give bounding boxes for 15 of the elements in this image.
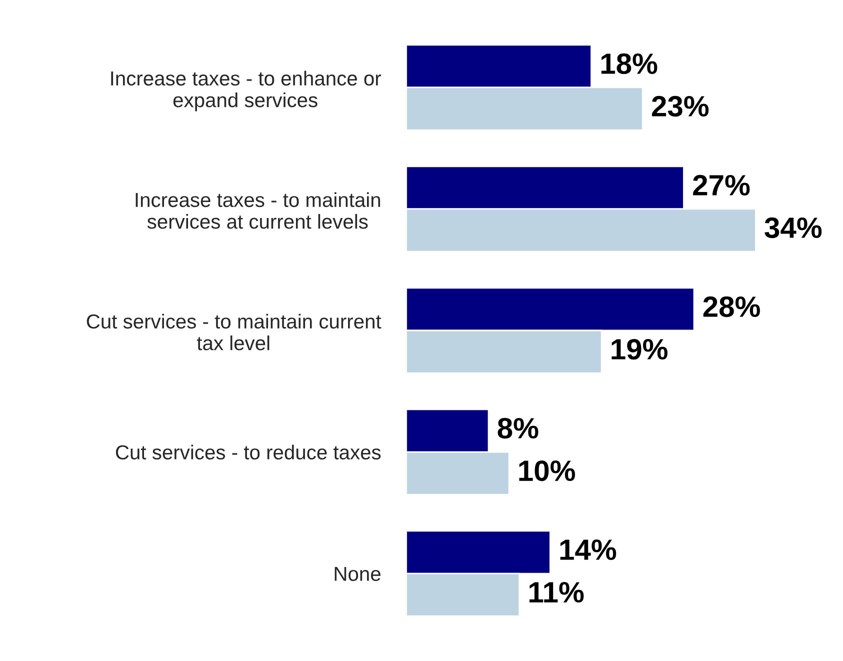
data-label: 19% — [612, 338, 668, 360]
y-tick-label: Increase taxes - to maintain services at current levels — [136, 192, 380, 229]
data-label: 8% — [498, 418, 538, 439]
data-label: 14% — [560, 540, 616, 560]
y-tick-label: Cut services - to reduce taxes — [116, 444, 381, 460]
y-tick-label: Increase taxes - to enhance or expand services — [111, 70, 382, 112]
data-label: 18% — [601, 53, 658, 74]
data-label: 27% — [693, 174, 750, 196]
y-tick-label: Cut services - to maintain current tax level — [86, 314, 382, 350]
y-tick-label: None — [334, 566, 380, 582]
data-label: 10% — [519, 460, 576, 482]
data-label: 34% — [764, 217, 822, 238]
data-label: 23% — [652, 96, 709, 117]
data-label: 28% — [703, 296, 760, 318]
data-label: 11% — [530, 582, 584, 603]
